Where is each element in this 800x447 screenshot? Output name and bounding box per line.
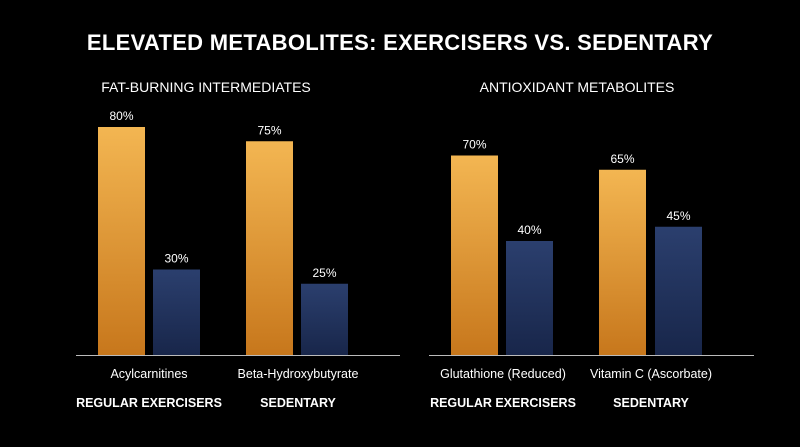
chart-1-bar-3 — [655, 226, 702, 355]
chart-0-bar-0 — [98, 127, 145, 355]
chart-1-data-label-2: 65% — [610, 152, 634, 166]
chart-1-category-label-1: Vitamin C (Ascorbate) — [590, 367, 712, 381]
chart-0-title: FAT-BURNING INTERMEDIATES — [101, 79, 311, 95]
chart-0-bar-3 — [301, 283, 348, 355]
chart-1-bar-1 — [506, 241, 553, 355]
chart-0-category-label-1: Beta-Hydroxybutyrate — [238, 367, 359, 381]
legend-label-sedentary-left: SEDENTARY — [260, 396, 336, 410]
chart-0-data-label-0: 80% — [109, 109, 133, 123]
chart-1-bar-2 — [599, 169, 646, 355]
chart-0-category-label-0: Acylcarnitines — [110, 367, 187, 381]
chart-1-title: ANTIOXIDANT METABOLITES — [480, 79, 675, 95]
page-title: ELEVATED METABOLITES: EXERCISERS VS. SED… — [86, 30, 714, 55]
legend-label-exercisers-left: REGULAR EXERCISERS — [76, 396, 222, 410]
chart-1-data-label-0: 70% — [462, 138, 486, 152]
legend-label-exercisers-right: REGULAR EXERCISERS — [430, 396, 576, 410]
chart-0-bar-2 — [246, 141, 293, 355]
chart-1-data-label-1: 40% — [517, 223, 541, 237]
chart-1-bar-0 — [451, 155, 498, 355]
chart-0-data-label-3: 25% — [312, 266, 336, 280]
chart-1-category-label-0: Glutathione (Reduced) — [440, 367, 566, 381]
chart-0-data-label-1: 30% — [164, 252, 188, 266]
chart-0-data-label-2: 75% — [257, 123, 281, 137]
chart-1-data-label-3: 45% — [666, 209, 690, 223]
legend-label-sedentary-right: SEDENTARY — [613, 396, 689, 410]
chart-0-bar-1 — [153, 269, 200, 355]
